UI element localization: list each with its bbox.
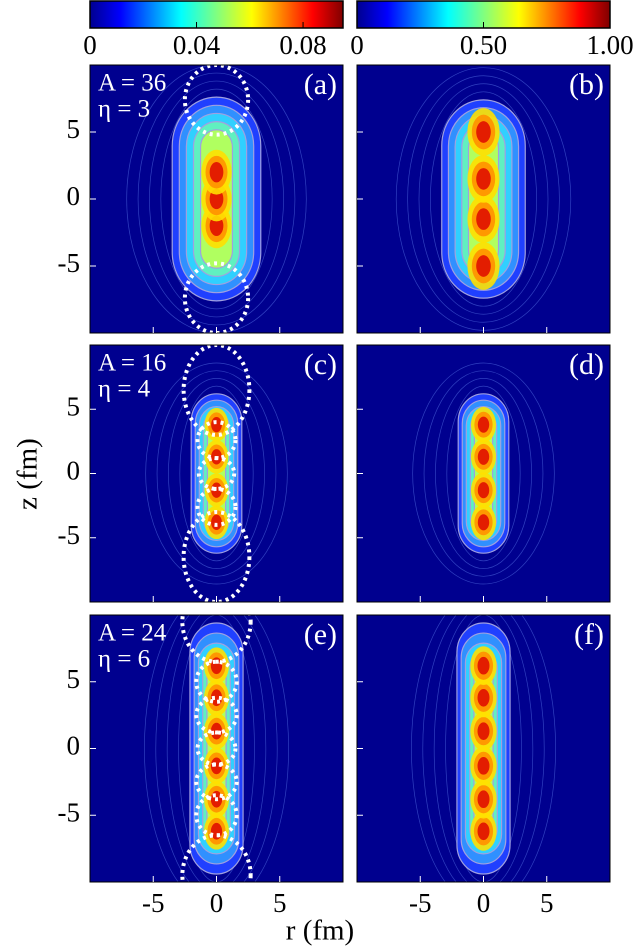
density-node: [477, 482, 490, 499]
annotation: η = 3: [98, 96, 150, 123]
density-node: [477, 416, 490, 433]
y-tick-label: 5: [67, 664, 81, 694]
density-node: [210, 757, 223, 775]
contour: [168, 378, 265, 569]
contour: [412, 362, 555, 585]
contour: [407, 75, 560, 323]
y-tick-label: -5: [58, 248, 81, 278]
density-node: [476, 121, 491, 143]
density-node: [477, 656, 490, 675]
annotation: A = 16: [98, 350, 166, 377]
contour: [422, 615, 545, 882]
contour: [155, 615, 278, 882]
x-tick-label: -5: [409, 888, 432, 918]
density-node: [476, 168, 491, 190]
annotation: A = 24: [98, 620, 167, 647]
cluster-outline: [194, 659, 239, 704]
cluster-outline: [180, 833, 253, 882]
x-tick-label: 5: [540, 888, 554, 918]
contour: [178, 615, 255, 882]
density-node: [211, 417, 222, 433]
x-axis-label: r (fm): [286, 915, 354, 947]
panel: [357, 65, 610, 333]
panel: [90, 615, 343, 882]
colorbar-tick-label: 0: [83, 30, 97, 60]
x-tick-label: 0: [210, 888, 224, 918]
cluster-outline: [181, 510, 252, 602]
contour: [156, 370, 277, 577]
density-node: [477, 688, 490, 707]
density-node: [476, 208, 491, 230]
panel: [90, 345, 343, 602]
contour: [433, 615, 534, 882]
colorbar-tick-label: 0.50: [460, 30, 507, 60]
x-tick-label: 5: [273, 888, 287, 918]
annotation: η = 6: [98, 646, 150, 673]
annotation: η = 4: [98, 376, 151, 403]
colorbar-tick-label: 0.08: [279, 30, 326, 60]
density-node: [477, 514, 490, 531]
contour: [166, 615, 267, 882]
cluster-outline: [196, 456, 237, 491]
contour: [446, 385, 521, 562]
contour: [423, 370, 544, 577]
cluster-outline: [181, 345, 252, 437]
contour: [179, 385, 254, 562]
contour: [445, 615, 522, 882]
cluster-outline: [195, 730, 238, 767]
panel-label: (d): [569, 348, 604, 381]
contour: [160, 88, 273, 310]
colorbar-tick-label: 0.04: [173, 30, 221, 60]
contour: [145, 362, 288, 585]
contour: [411, 615, 556, 882]
colorbar-tick-label: 0: [350, 30, 364, 60]
panel-label: (b): [569, 68, 604, 101]
x-tick-label: 0: [477, 888, 491, 918]
cluster-outline: [194, 762, 239, 802]
y-tick-label: 5: [67, 114, 81, 144]
panel: [357, 615, 610, 882]
contour: [126, 65, 307, 333]
panel: [90, 65, 343, 333]
cluster-outline: [180, 615, 253, 664]
cluster-outline: [194, 695, 239, 735]
density-node: [211, 514, 222, 530]
colorbar: [89, 0, 344, 29]
density-node: [209, 162, 224, 183]
y-tick-label: 0: [67, 456, 81, 486]
y-axis-label: z (fm): [12, 438, 44, 510]
y-tick-label: -5: [58, 520, 81, 550]
density-node: [477, 790, 490, 809]
colorbar-tick-label: 1.00: [586, 30, 633, 60]
contour: [418, 83, 549, 315]
annotation: A = 36: [98, 70, 166, 97]
cluster-outline: [182, 65, 251, 137]
panel: [357, 345, 610, 602]
y-tick-label: 0: [67, 181, 81, 211]
density-node: [477, 448, 490, 465]
density-node: [477, 757, 490, 775]
panel-label: (a): [304, 68, 337, 101]
cluster-outline: [195, 486, 238, 527]
panel-label: (f): [574, 618, 604, 651]
density-node: [476, 255, 491, 277]
panel-label: (c): [304, 348, 337, 381]
contour: [435, 378, 532, 569]
contour: [144, 615, 289, 882]
density-node: [477, 822, 490, 841]
contour: [149, 80, 284, 318]
cluster-outline: [182, 261, 251, 333]
panel-label: (e): [304, 618, 337, 651]
y-tick-label: 0: [67, 731, 81, 761]
y-tick-label: -5: [58, 797, 81, 827]
cluster-outline: [194, 793, 239, 838]
contour: [137, 72, 296, 326]
density-node: [477, 722, 490, 740]
contour: [430, 91, 537, 307]
y-tick-label: 5: [67, 391, 81, 421]
x-tick-label: -5: [142, 888, 165, 918]
